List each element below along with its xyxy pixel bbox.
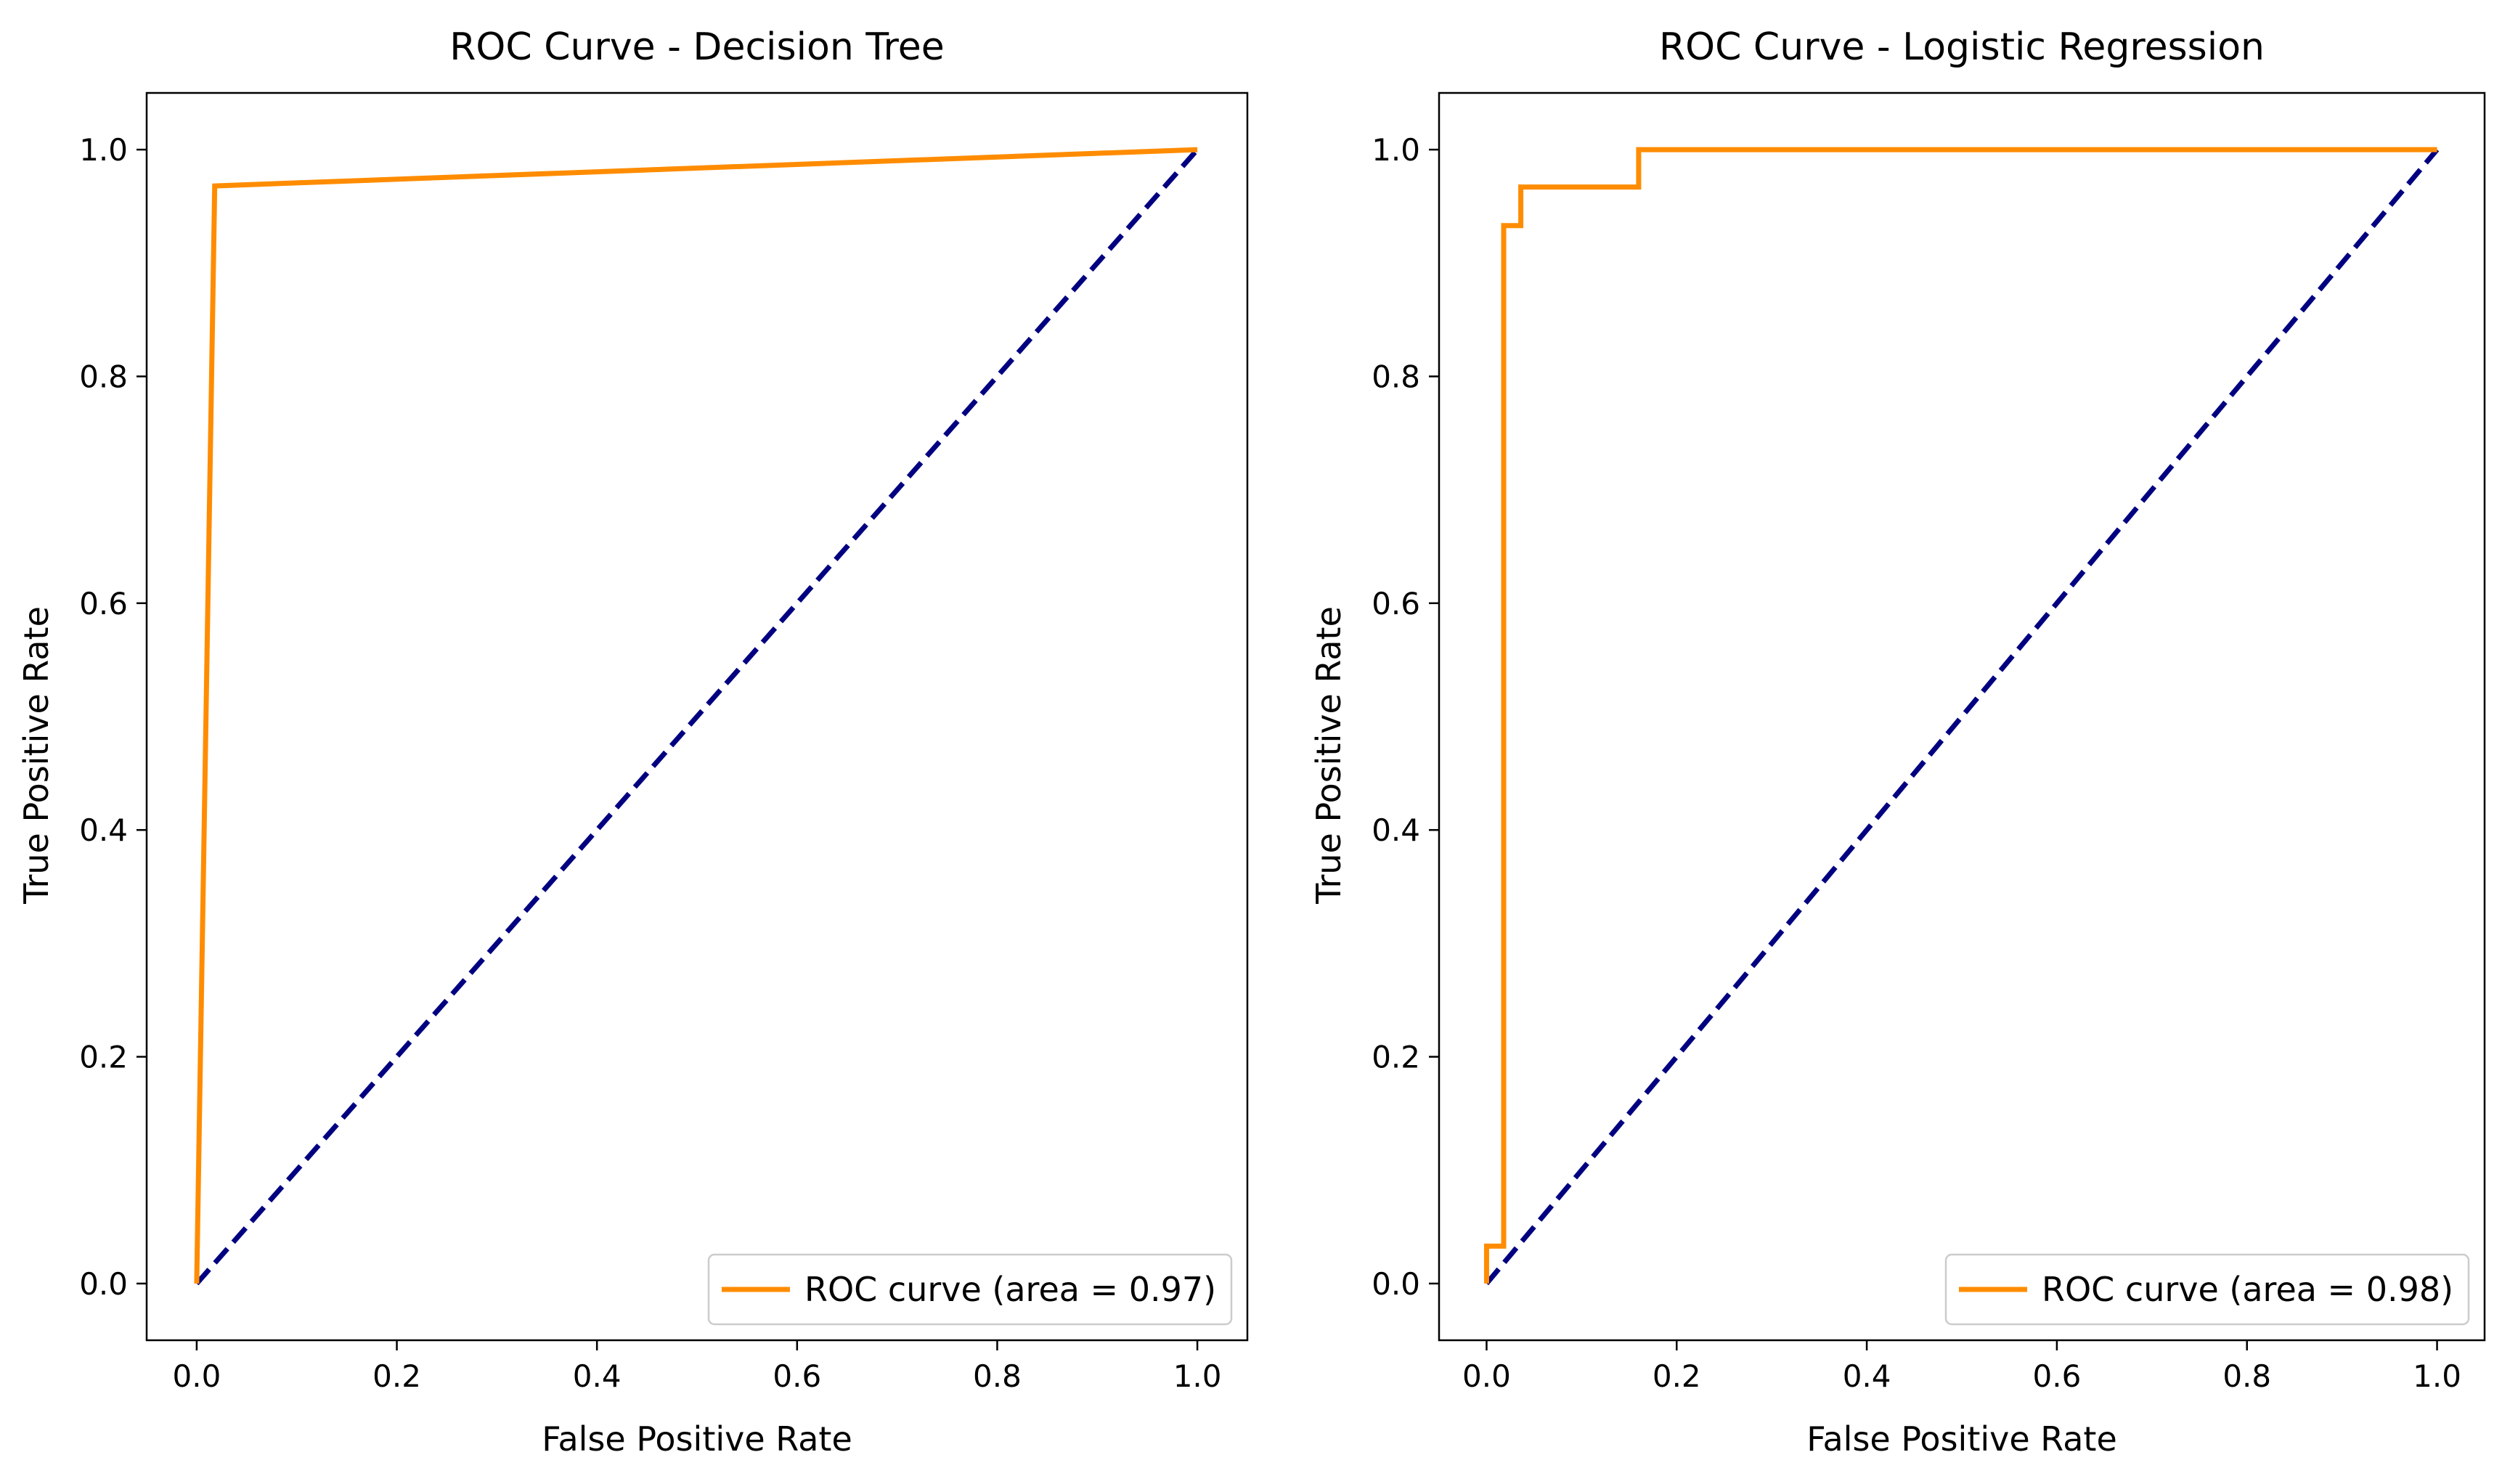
plot-frame	[1438, 91, 2486, 1342]
y-tick-label: 1.0	[79, 132, 128, 168]
x-tick-label: 0.8	[2222, 1358, 2271, 1394]
legend-label: ROC curve (area = 0.98)	[2042, 1270, 2453, 1309]
y-tick-label: 0.8	[79, 359, 128, 394]
y-tick-label: 0.6	[1372, 586, 1420, 621]
x-tick-label: 0.2	[1653, 1358, 1701, 1394]
x-tick-label: 0.6	[2033, 1358, 2082, 1394]
x-tick-label: 0.4	[1843, 1358, 1891, 1394]
y-tick-label: 0.4	[1372, 812, 1420, 848]
y-tick-label: 0.8	[1372, 359, 1420, 394]
roc-curve-line	[1483, 147, 2437, 1284]
x-axis-label: False Positive Rate	[1806, 1419, 2117, 1459]
logistic-regression-chart: ROC Curve - Logistic Regression False Po…	[1309, 25, 2486, 1459]
plot-frame	[145, 91, 1249, 1342]
legend: ROC curve (area = 0.98)	[1944, 1253, 2470, 1326]
decision-tree-chart: ROC Curve - Decision Tree False Positive…	[17, 25, 1249, 1459]
x-tick-label: 0.6	[773, 1358, 821, 1394]
y-tick-label: 0.0	[1372, 1266, 1420, 1302]
chart-title: ROC Curve - Logistic Regression	[1659, 25, 2265, 69]
x-tick-label: 0.8	[973, 1358, 1022, 1394]
x-tick-label: 0.0	[1462, 1358, 1511, 1394]
y-tick-label: 0.6	[79, 586, 128, 621]
y-tick-label: 1.0	[1372, 132, 1420, 168]
x-tick-label: 0.2	[372, 1358, 421, 1394]
y-tick-label: 0.2	[79, 1040, 128, 1075]
chart-title: ROC Curve - Decision Tree	[449, 25, 944, 69]
y-tick-labels: 0.0 0.2 0.4 0.6 0.8 1.0	[1372, 132, 1420, 1302]
y-tick-label: 0.0	[79, 1266, 128, 1302]
y-axis-label: True Positive Rate	[1309, 606, 1348, 905]
x-tick-label: 0.0	[173, 1358, 221, 1394]
y-tick-label: 0.2	[1372, 1040, 1420, 1075]
legend-box	[707, 1253, 1233, 1326]
x-axis-label: False Positive Rate	[542, 1419, 852, 1459]
legend: ROC curve (area = 0.97)	[707, 1253, 1233, 1326]
legend-label: ROC curve (area = 0.97)	[804, 1270, 1216, 1309]
x-tick-label: 1.0	[2413, 1358, 2461, 1394]
y-axis-label: True Positive Rate	[17, 606, 56, 905]
x-tick-labels: 0.0 0.2 0.4 0.6 0.8 1.0	[173, 1358, 1222, 1394]
x-tick-label: 1.0	[1173, 1358, 1222, 1394]
y-tick-label: 0.4	[79, 812, 128, 848]
roc-curve-line	[194, 147, 1198, 1284]
chance-diagonal-line	[195, 147, 1199, 1286]
x-tick-labels: 0.0 0.2 0.4 0.6 0.8 1.0	[1462, 1358, 2461, 1394]
x-tick-label: 0.4	[573, 1358, 622, 1394]
legend-box	[1944, 1253, 2470, 1326]
y-tick-labels: 0.0 0.2 0.4 0.6 0.8 1.0	[79, 132, 128, 1302]
